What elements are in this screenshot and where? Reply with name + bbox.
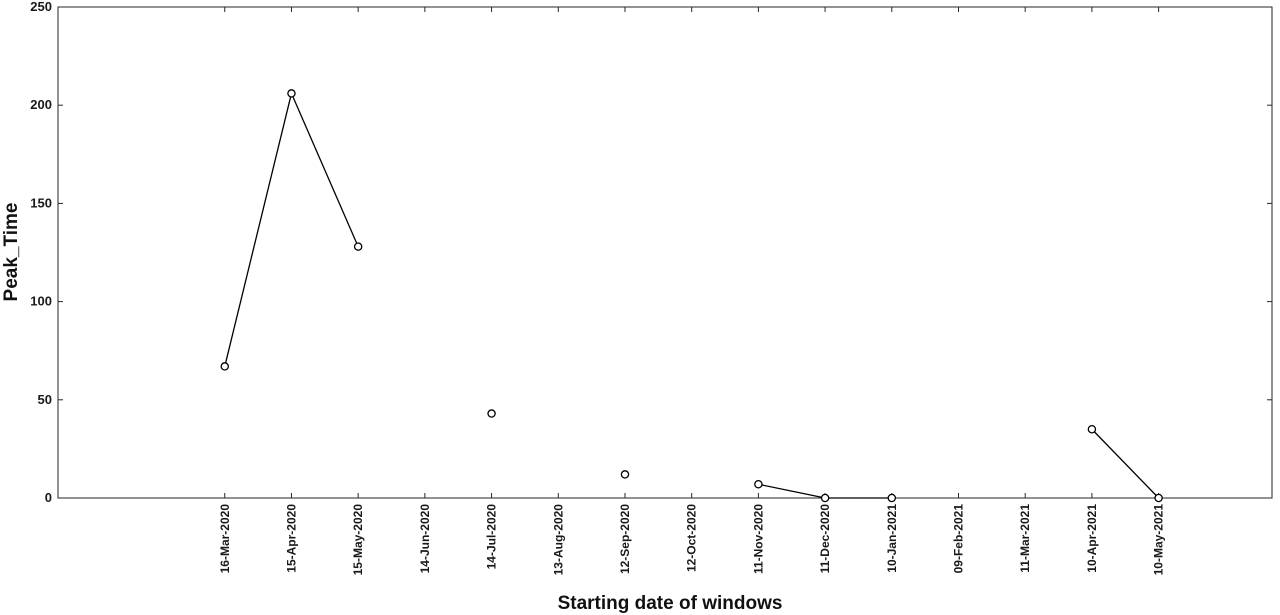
- x-tick-label: 10-Jan-2021: [885, 504, 899, 573]
- x-axis-title: Starting date of windows: [558, 593, 783, 614]
- y-axis-ticks: 0 50 100 150 200 250: [30, 0, 1272, 505]
- data-point: [887, 493, 897, 503]
- data-point: [620, 470, 630, 479]
- series-line-segment: [1091, 428, 1160, 499]
- x-tick-label: 11-Nov-2020: [751, 504, 765, 574]
- y-tick-label: 200: [30, 97, 52, 112]
- data-point: [820, 493, 830, 503]
- series-line-segment: [224, 93, 293, 367]
- x-tick-label: 10-Apr-2021: [1085, 504, 1099, 573]
- x-axis-ticks: 16-Mar-2020 15-Apr-2020 15-May-2020 14-Jun-…: [218, 7, 1166, 575]
- y-tick-label: 100: [30, 294, 52, 309]
- x-tick-label: 15-May-2020: [351, 504, 365, 576]
- x-tick-label: 14-Jul-2020: [485, 504, 499, 570]
- y-tick-label: 250: [30, 0, 52, 14]
- x-tick-label: 11-Mar-2021: [1018, 504, 1032, 573]
- y-tick-label: 50: [38, 392, 52, 407]
- x-tick-label: 10-May-2021: [1152, 504, 1166, 576]
- y-tick-label: 0: [45, 490, 52, 505]
- series-line-segment: [758, 483, 826, 499]
- data-point: [220, 362, 230, 371]
- y-tick-label: 150: [30, 195, 52, 210]
- data-point: [353, 242, 363, 251]
- series-line-segment: [290, 93, 359, 247]
- y-axis-title: Peak_Time: [1, 203, 22, 302]
- data-point: [487, 409, 496, 418]
- series-peak-time: [220, 89, 1163, 503]
- data-point: [754, 480, 763, 489]
- x-tick-label: 12-Oct-2020: [685, 504, 699, 572]
- x-tick-label: 11-Dec-2020: [818, 504, 832, 574]
- x-tick-label: 15-Apr-2020: [284, 504, 298, 573]
- x-tick-label: 09-Feb-2021: [951, 504, 965, 574]
- x-tick-label: 14-Jun-2020: [418, 504, 432, 574]
- x-tick-label: 12-Sep-2020: [618, 504, 632, 574]
- data-point: [1154, 493, 1163, 503]
- plot-area: [57, 6, 1273, 499]
- data-point: [287, 89, 296, 98]
- x-tick-label: 13-Aug-2020: [551, 504, 565, 576]
- data-point: [1087, 425, 1097, 434]
- x-tick-label: 16-Mar-2020: [218, 504, 232, 574]
